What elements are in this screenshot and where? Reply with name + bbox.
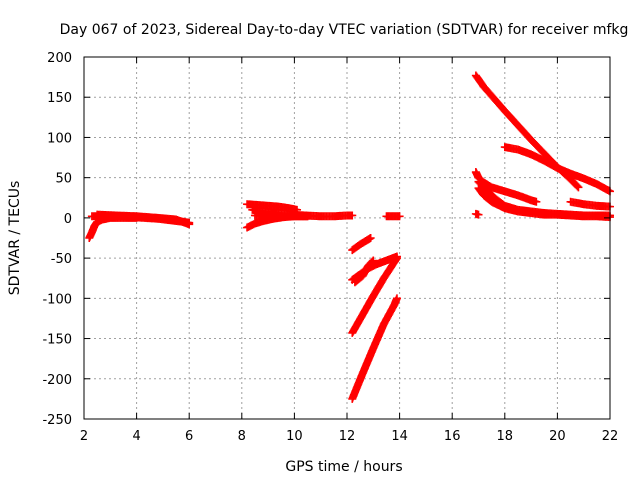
plus-marker [185, 220, 194, 229]
x-tick-label: 10 [286, 429, 303, 444]
y-axis-label: SDTVAR / TECUs [7, 181, 23, 296]
y-tick-label: -50 [51, 252, 72, 267]
x-tick-label: 20 [549, 429, 566, 444]
data-arc-3 [93, 210, 194, 229]
data-arc-20 [566, 197, 614, 211]
data-arc-15 [500, 143, 614, 196]
x-tick-label: 18 [497, 429, 514, 444]
plus-marker [366, 234, 375, 242]
plus-marker [368, 257, 377, 266]
plus-marker [348, 211, 357, 220]
plus-marker [303, 212, 312, 221]
data-arc-7 [250, 211, 312, 221]
plus-marker [573, 182, 582, 191]
plus-marker [532, 197, 541, 206]
plus-marker [395, 212, 404, 221]
y-tick-label: 100 [47, 131, 72, 146]
x-axis-label: GPS time / hours [285, 459, 402, 475]
x-tick-label: 8 [238, 429, 246, 444]
y-tick-label: -150 [42, 333, 72, 348]
x-tick-label: 12 [339, 429, 356, 444]
y-tick-label: -250 [42, 413, 72, 428]
x-tick-label: 2 [80, 429, 88, 444]
plus-marker [392, 294, 401, 303]
data-arc-12 [348, 294, 401, 403]
chart-title: Day 067 of 2023, Sidereal Day-to-day VTE… [60, 22, 629, 38]
x-tick-label: 22 [602, 429, 619, 444]
data-arc-18 [474, 184, 614, 222]
data-arc-19 [471, 209, 483, 219]
y-tick-label: 50 [55, 172, 72, 187]
data-series [85, 71, 614, 403]
data-arc-8 [348, 234, 375, 255]
y-tick-label: 200 [47, 51, 72, 66]
plus-marker [392, 254, 401, 263]
data-arc-10 [350, 256, 378, 287]
y-tick-label: 150 [47, 91, 72, 106]
data-arc-13 [382, 212, 404, 221]
plus-marker [369, 256, 378, 265]
y-tick-label: -200 [42, 373, 72, 388]
data-arc-11 [348, 254, 401, 337]
plus-marker [474, 210, 483, 219]
y-tick-label: 0 [64, 212, 72, 227]
axes: 2 4 6 8 10 12 14 16 18 20 22 -250 -200 -150 -100 -50 0 50… [42, 51, 618, 444]
x-tick-label: 6 [185, 429, 193, 444]
x-tick-label: 14 [391, 429, 408, 444]
x-tick-label: 16 [444, 429, 461, 444]
plus-marker [574, 183, 583, 192]
x-tick-label: 4 [132, 429, 140, 444]
grid-lines [84, 57, 610, 419]
y-tick-label: -100 [42, 292, 72, 307]
